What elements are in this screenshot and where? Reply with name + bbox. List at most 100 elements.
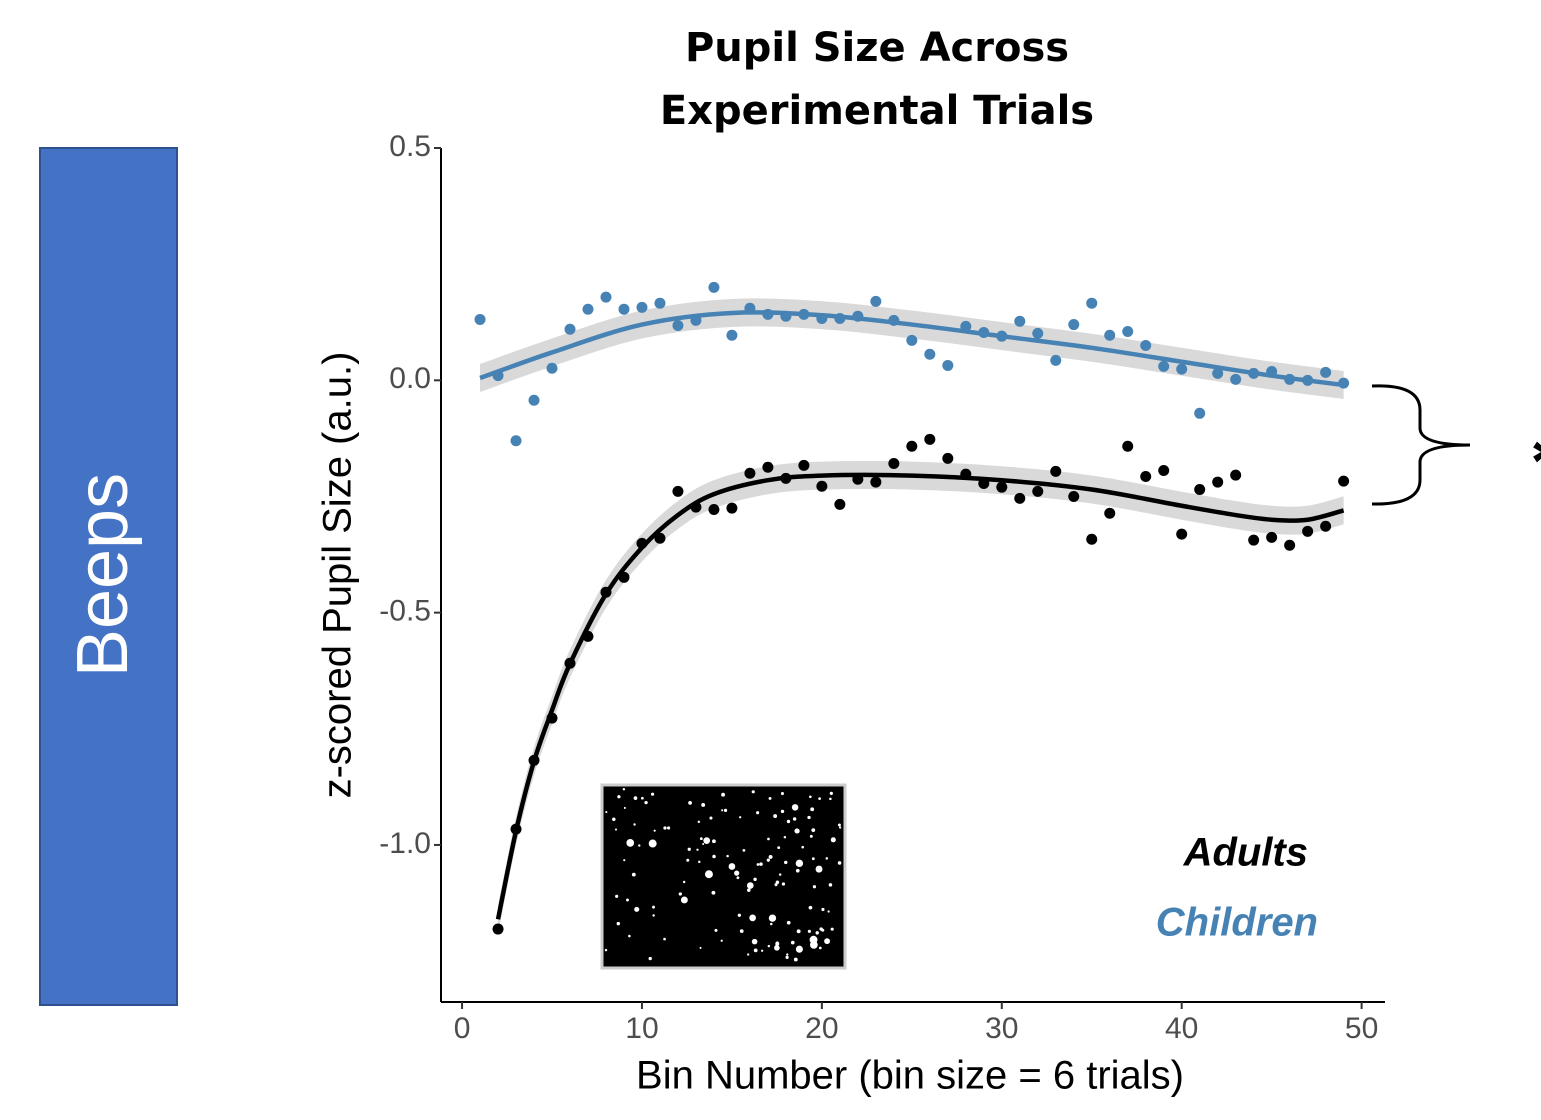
inset-dot [623, 859, 626, 862]
data-point [600, 291, 612, 303]
inset-dot [829, 797, 832, 801]
data-point [582, 303, 594, 315]
side-panel [39, 147, 178, 1006]
stimulus-inset [600, 783, 847, 970]
data-point [708, 503, 720, 515]
data-point [1284, 539, 1296, 551]
inset-dot [810, 807, 815, 812]
data-point [996, 481, 1008, 493]
inset-dot [626, 898, 629, 902]
inset-dot [720, 939, 723, 942]
inset-dot [712, 854, 716, 859]
inset-dot [652, 905, 655, 909]
data-point [870, 476, 882, 488]
data-point [546, 362, 558, 374]
inset-dot [742, 848, 746, 852]
data-point [636, 301, 648, 313]
inset-dot [809, 795, 812, 799]
data-point [1320, 366, 1332, 378]
inset-dot [721, 792, 725, 797]
data-point [1122, 440, 1134, 452]
inset-dot [756, 863, 760, 866]
data-point [726, 329, 738, 341]
inset-dot [792, 817, 797, 821]
inset-dot [746, 882, 754, 889]
inset-dot [703, 837, 711, 844]
inset-dot [737, 913, 741, 917]
data-point [1194, 484, 1206, 496]
inset-dot [726, 854, 729, 858]
inset-dot [638, 844, 641, 847]
chart-title: Pupil Size Across [685, 25, 1069, 71]
confidence-band [480, 298, 1344, 399]
inset-dot [623, 806, 626, 809]
inset-dot [698, 860, 701, 864]
inset-dot [795, 859, 804, 868]
inset-dot [778, 873, 782, 876]
inset-dot [781, 882, 786, 886]
data-point [1176, 528, 1188, 540]
x-tick-label: 50 [1345, 1012, 1378, 1045]
inset-dot [773, 814, 778, 819]
inset-dot [641, 796, 644, 800]
inset-dot [767, 837, 770, 841]
y-tick-label: 0.5 [389, 130, 431, 163]
inset-dot [648, 839, 657, 848]
inset-dot [728, 863, 736, 870]
inset-dot [812, 885, 817, 889]
inset-dot [838, 823, 841, 827]
inset-dot [809, 834, 813, 838]
y-axis-title: z-scored Pupil Size (a.u.) [316, 352, 360, 799]
inset-dot [794, 828, 800, 834]
x-tick-label: 0 [454, 1012, 471, 1045]
data-point [924, 433, 936, 445]
data-point [1032, 485, 1044, 497]
inset-dot [827, 910, 830, 913]
legend-entry: Children [1156, 901, 1318, 945]
inset-dot [791, 804, 799, 811]
inset-dot [701, 803, 706, 807]
data-point [1302, 525, 1314, 537]
x-tick-label: 40 [1165, 1012, 1198, 1045]
inset-dot [688, 800, 692, 805]
inset-dot [648, 956, 652, 961]
inset-dot [617, 795, 621, 799]
fit-line [495, 472, 1345, 920]
inset-dot [783, 835, 787, 839]
y-tick-label: -1.0 [379, 827, 431, 860]
inset-dot [631, 872, 636, 877]
inset-dot [786, 819, 791, 824]
inset-dot [760, 949, 764, 952]
inset-dot [747, 888, 751, 892]
inset-dot [780, 792, 784, 796]
data-point [1140, 339, 1152, 351]
data-point [672, 319, 684, 331]
inset-dot [838, 826, 842, 829]
inset-dot [604, 948, 608, 952]
inset-dot [815, 865, 823, 873]
data-point [1050, 354, 1062, 366]
data-point [906, 334, 918, 346]
inset-dot [753, 948, 758, 953]
inset-dot [818, 946, 822, 950]
inset-dot [808, 905, 813, 910]
inset-dot [663, 937, 666, 941]
inset-dot [780, 809, 785, 814]
inset-dot [830, 837, 836, 843]
inset-dot [687, 847, 691, 851]
data-point [1158, 464, 1170, 476]
data-point [888, 457, 900, 469]
inset-dot [697, 820, 701, 824]
side-label: Beeps [63, 473, 143, 677]
data-point [1320, 520, 1332, 532]
inset-dot [809, 935, 818, 944]
inset-dot [818, 797, 821, 800]
data-point [708, 281, 720, 293]
data-point [510, 435, 522, 447]
inset-dot [807, 929, 811, 933]
data-point [1212, 367, 1224, 379]
inset-dot [807, 815, 811, 820]
inset-dot [626, 839, 635, 847]
data-point [1086, 297, 1098, 309]
